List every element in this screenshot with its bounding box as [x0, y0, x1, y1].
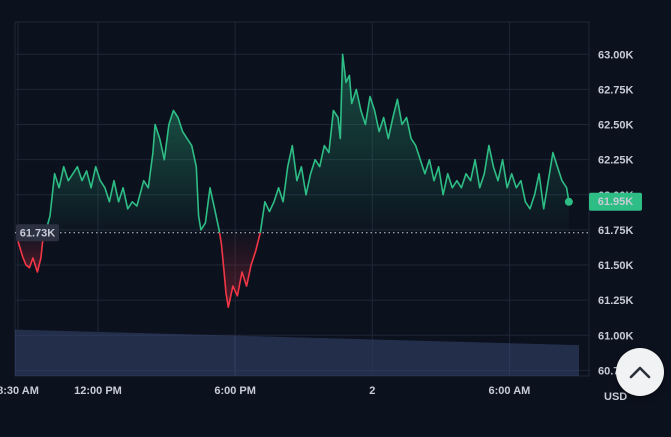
up-line: [44, 109, 221, 233]
y-tick-label: 61.00K: [598, 330, 634, 342]
current-price-badge: 61.95K: [589, 192, 642, 211]
y-tick-label: 63.00K: [598, 49, 634, 61]
down-area: [18, 232, 46, 272]
current-price-label: 61.95K: [598, 196, 634, 208]
y-tick-label: 62.25K: [598, 155, 634, 167]
scroll-to-top-button[interactable]: [616, 348, 664, 396]
y-tick-label: 62.50K: [598, 120, 634, 132]
y-tick-label: 61.50K: [598, 260, 634, 272]
x-axis: 8:30 AM 12:00 PM 6:00 PM 2 6:00 AM: [0, 385, 530, 397]
x-tick-label: 2: [369, 385, 375, 397]
up-area: [45, 110, 220, 233]
up-area: [260, 54, 569, 233]
y-axis: 60.75K61.00K61.25K61.50K61.75K62.00K62.2…: [598, 49, 634, 377]
down-line: [218, 232, 262, 308]
up-line: [259, 53, 570, 233]
x-tick-label: 8:30 AM: [0, 385, 39, 397]
chevron-up-icon: [629, 366, 651, 379]
currency-label: USD: [604, 391, 628, 403]
y-tick-label: 61.75K: [598, 225, 634, 237]
baseline-badge: 61.73K: [16, 224, 59, 242]
x-tick-label: 12:00 PM: [74, 385, 122, 397]
y-tick-label: 61.25K: [598, 295, 634, 307]
down-area: [219, 232, 261, 308]
y-tick-label: 62.75K: [598, 84, 634, 96]
baseline-value-label: 61.73K: [20, 228, 56, 240]
x-tick-label: 6:00 PM: [214, 385, 256, 397]
x-tick-label: 6:00 AM: [489, 385, 531, 397]
current-price-dot: [564, 197, 573, 206]
price-area: [18, 54, 569, 308]
volume-bars: [15, 329, 579, 376]
price-line: [17, 53, 570, 308]
down-line: [17, 232, 47, 273]
